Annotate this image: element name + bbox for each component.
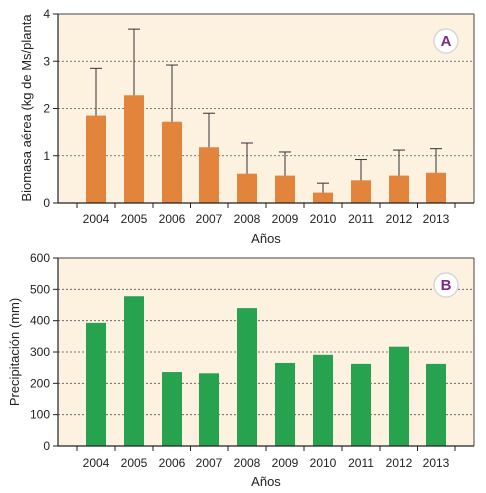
bar [124, 95, 144, 203]
bar [237, 308, 257, 446]
x-tick-label: 2008 [234, 456, 261, 470]
y-tick-label: 1 [43, 149, 50, 163]
x-tick-label: 2010 [310, 456, 337, 470]
x-tick-label: 2006 [159, 212, 186, 226]
x-tick-label: 2012 [386, 456, 413, 470]
x-tick-label: 2011 [348, 212, 374, 226]
bar [86, 322, 106, 446]
x-tick-label: 2013 [423, 212, 450, 226]
panel-badge [433, 272, 459, 298]
bar [86, 115, 106, 203]
bar [275, 175, 295, 203]
bar [162, 121, 182, 203]
y-tick-label: 400 [30, 314, 50, 328]
bar [162, 372, 182, 446]
y-tick-label: 3 [43, 54, 50, 68]
x-tick-label: 2009 [272, 212, 299, 226]
bar [351, 180, 371, 203]
bar [275, 362, 295, 446]
x-tick-label: 2012 [386, 212, 413, 226]
x-tick-label: 2005 [121, 456, 148, 470]
bar [313, 192, 333, 203]
y-tick-label: 4 [43, 7, 50, 21]
panel-badge-label: B [441, 277, 452, 294]
bar [199, 147, 219, 203]
bar [313, 354, 333, 446]
x-tick-label: 2007 [196, 212, 223, 226]
y-tick-label: 600 [30, 251, 50, 265]
chart-panel-a: 0 1 2 3 4 2004 2005 2006 2007 2008 2009 2010 2011 201… [19, 7, 475, 246]
y-axis-label: Precipitación (mm) [7, 298, 22, 406]
bar [426, 172, 446, 203]
y-tick-label: 0 [43, 439, 50, 453]
x-tick-label: 2004 [83, 456, 110, 470]
x-tick-label: 2010 [310, 212, 337, 226]
bar [389, 175, 409, 203]
bar [426, 363, 446, 446]
bar [124, 296, 144, 446]
x-tick-label: 2005 [121, 212, 148, 226]
bar [351, 363, 371, 446]
x-tick-label: 2011 [348, 456, 374, 470]
y-tick-label: 2 [43, 102, 50, 116]
y-axis-label: Biomasa aérea (kg de Ms/planta [19, 14, 34, 202]
bar [389, 346, 409, 446]
x-tick-label: 2013 [423, 456, 450, 470]
y-tick-label: 300 [30, 345, 50, 359]
y-tick-label: 0 [43, 196, 50, 210]
chart-panel-b: 0 100 200 300 400 500 600 2004 2005 2006 2007 2008 2… [7, 251, 475, 489]
panel-badge-label: A [441, 33, 452, 50]
x-axis-label: Años [251, 231, 281, 246]
y-tick-label: 100 [30, 408, 50, 422]
panel-badge [433, 28, 459, 54]
x-tick-label: 2008 [234, 212, 261, 226]
y-tick-label: 500 [30, 282, 50, 296]
x-tick-label: 2004 [83, 212, 110, 226]
y-tick-label: 200 [30, 376, 50, 390]
bar [199, 373, 219, 446]
x-tick-label: 2007 [196, 456, 223, 470]
bar [237, 173, 257, 203]
x-tick-label: 2009 [272, 456, 299, 470]
x-tick-label: 2006 [159, 456, 186, 470]
x-axis-label: Años [251, 474, 281, 489]
